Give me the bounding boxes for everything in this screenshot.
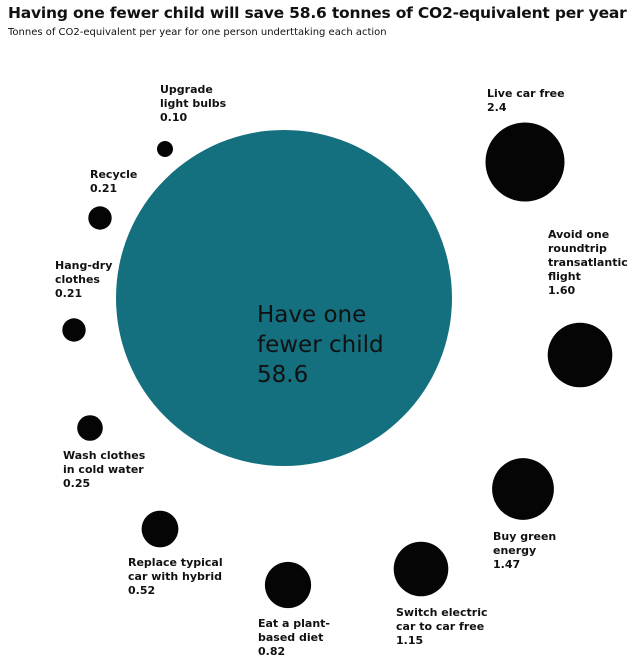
- bubble-have-one-fewer-child: [116, 130, 452, 466]
- bubble-upgrade-light-bulbs: [157, 141, 173, 157]
- label-switch-electric-car-to-car-free: Switch electric car to car free 1.15: [396, 606, 487, 647]
- label-live-car-free: Live car free 2.4: [487, 87, 565, 114]
- main-bubble-label: Have one fewer child 58.6: [257, 302, 384, 388]
- label-eat-a-plant-based-diet: Eat a plant-based diet 0.82: [258, 617, 330, 658]
- bubble-replace-typical-car-with-hybrid: [141, 510, 179, 548]
- chart-title: Having one fewer child will save 58.6 to…: [8, 4, 627, 22]
- bubble-avoid-one-roundtrip-transatlantic-flight: [547, 322, 613, 388]
- label-avoid-one-roundtrip-transatlantic-flight: Avoid one roundtrip transatlantic flight 1.6…: [548, 228, 628, 297]
- label-replace-typical-car-with-hybrid: Replace typical car with hybrid 0.52: [128, 556, 223, 597]
- label-wash-clothes-in-cold-water: Wash clothes in cold water 0.25: [63, 449, 146, 490]
- label-buy-green-energy: Buy green energy 1.47: [493, 530, 556, 571]
- bubble-eat-a-plant-based-diet: [264, 561, 312, 609]
- bubble-hang-dry-clothes: [62, 318, 86, 342]
- chart-subtitle: Tonnes of CO2-equivalent per year for on…: [8, 27, 387, 38]
- bubble-recycle: [88, 206, 112, 230]
- bubble-switch-electric-car-to-car-free: [393, 541, 449, 597]
- bubble-buy-green-energy: [492, 458, 554, 520]
- bubble-live-car-free: [485, 122, 565, 202]
- label-hang-dry-clothes: Hang-dry clothes 0.21: [55, 259, 112, 300]
- label-upgrade-light-bulbs: Upgrade light bulbs 0.10: [160, 83, 227, 124]
- bubble-wash-clothes-in-cold-water: [77, 415, 103, 441]
- label-recycle: Recycle 0.21: [90, 168, 137, 195]
